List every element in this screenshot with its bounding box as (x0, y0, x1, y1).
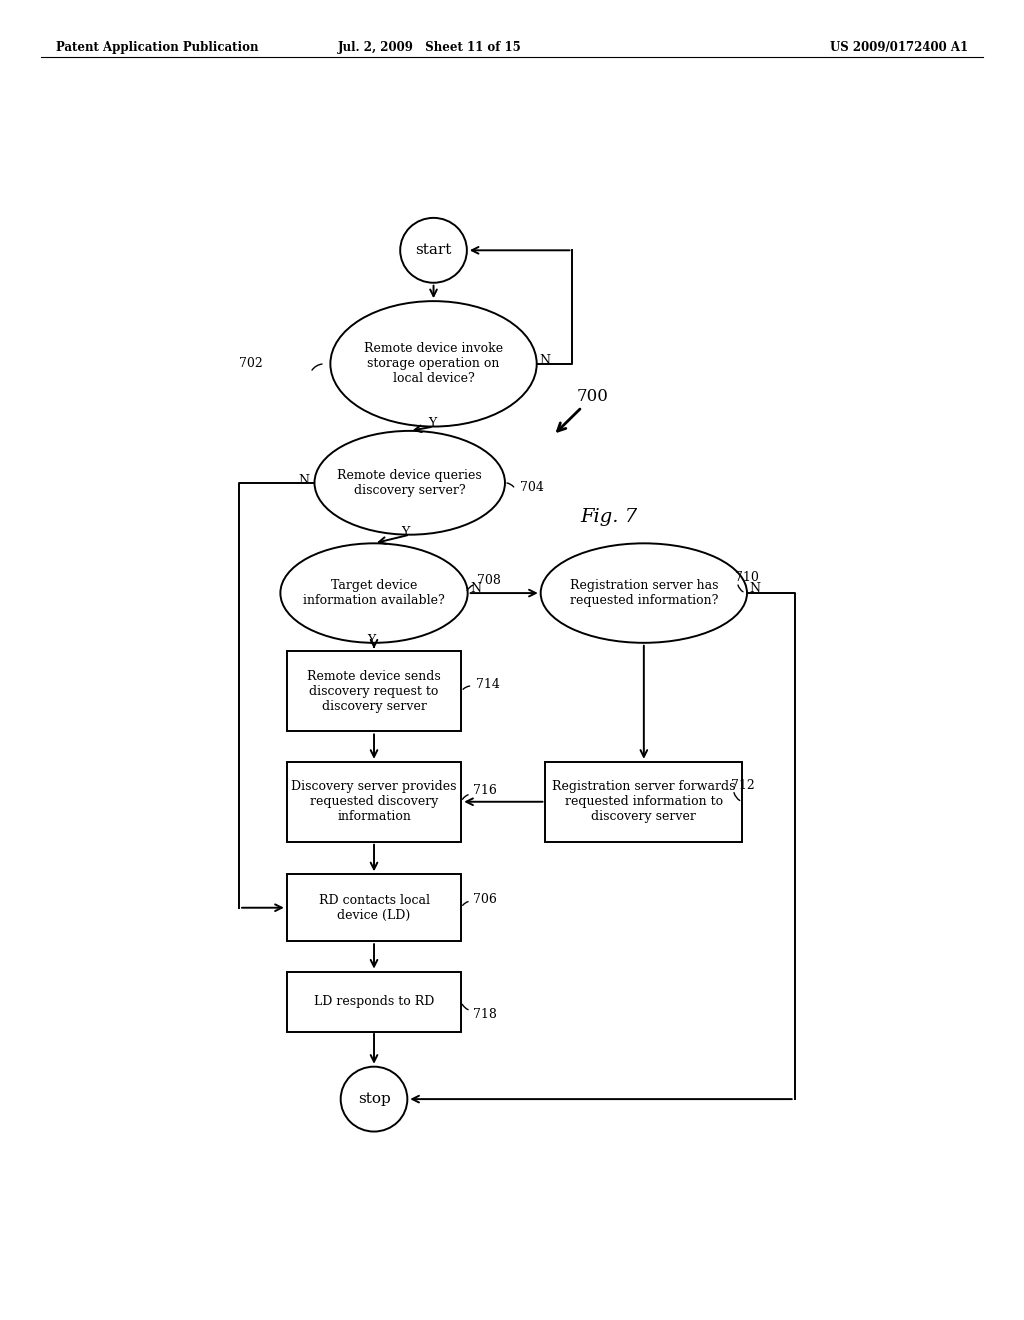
Text: Target device
information available?: Target device information available? (303, 579, 444, 607)
Text: LD responds to RD: LD responds to RD (313, 995, 434, 1008)
FancyBboxPatch shape (546, 762, 742, 842)
Text: 702: 702 (240, 358, 263, 371)
Text: N: N (298, 474, 309, 487)
Ellipse shape (331, 301, 537, 426)
Text: Remote device invoke
storage operation on
local device?: Remote device invoke storage operation o… (364, 342, 503, 385)
Text: stop: stop (357, 1092, 390, 1106)
Ellipse shape (400, 218, 467, 282)
Text: 716: 716 (473, 784, 497, 797)
FancyBboxPatch shape (287, 652, 462, 731)
Text: 714: 714 (475, 678, 500, 692)
Text: Fig. 7: Fig. 7 (581, 508, 638, 527)
Text: 706: 706 (473, 892, 497, 906)
Text: Discovery server provides
requested discovery
information: Discovery server provides requested disc… (291, 780, 457, 824)
Text: Registration server forwards
requested information to
discovery server: Registration server forwards requested i… (552, 780, 735, 824)
Text: Remote device queries
discovery server?: Remote device queries discovery server? (337, 469, 482, 496)
Text: 712: 712 (731, 779, 755, 792)
Text: Jul. 2, 2009   Sheet 11 of 15: Jul. 2, 2009 Sheet 11 of 15 (338, 41, 522, 54)
Ellipse shape (341, 1067, 408, 1131)
Ellipse shape (541, 544, 748, 643)
Text: Registration server has
requested information?: Registration server has requested inform… (569, 579, 718, 607)
Text: start: start (416, 243, 452, 257)
Text: N: N (539, 354, 550, 367)
Text: 700: 700 (577, 388, 608, 405)
Text: Remote device sends
discovery request to
discovery server: Remote device sends discovery request to… (307, 671, 441, 713)
Text: Patent Application Publication: Patent Application Publication (56, 41, 259, 54)
Text: 710: 710 (735, 572, 759, 585)
Text: US 2009/0172400 A1: US 2009/0172400 A1 (829, 41, 968, 54)
FancyBboxPatch shape (287, 874, 462, 941)
Text: N: N (750, 582, 761, 595)
Text: N: N (471, 582, 482, 595)
Text: RD contacts local
device (LD): RD contacts local device (LD) (318, 894, 429, 921)
Text: 704: 704 (520, 480, 544, 494)
FancyBboxPatch shape (287, 762, 462, 842)
Text: 708: 708 (477, 574, 501, 586)
Text: Y: Y (368, 634, 376, 647)
Text: Y: Y (428, 417, 436, 430)
Text: 718: 718 (473, 1008, 497, 1022)
Ellipse shape (281, 544, 468, 643)
Ellipse shape (314, 430, 505, 535)
FancyBboxPatch shape (287, 972, 462, 1031)
Text: Y: Y (401, 527, 410, 539)
